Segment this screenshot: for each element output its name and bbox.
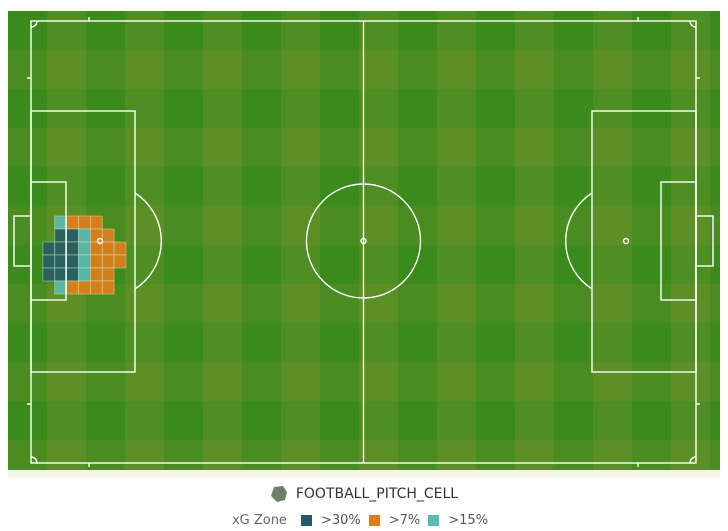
left-penalty-arc (134, 192, 162, 290)
legend-swatch (300, 514, 312, 526)
legend: xG Zone >30% >7% >15% (0, 511, 728, 529)
xg-cell[interactable] (78, 241, 91, 256)
left-penalty-spot (96, 237, 104, 245)
xg-cell[interactable] (54, 241, 68, 256)
left-goal (13, 215, 32, 267)
xg-cell[interactable] (66, 254, 79, 269)
xg-cell[interactable] (78, 228, 91, 243)
corner-arc-bottom-right (689, 456, 697, 464)
right-goal (695, 215, 714, 267)
xg-cell[interactable] (89, 215, 103, 230)
xg-cell[interactable] (78, 280, 91, 295)
xg-cell[interactable] (101, 280, 115, 295)
grass-stripe-vertical (125, 11, 164, 470)
right-penalty-arc (565, 192, 593, 290)
grass-stripe-vertical (515, 11, 554, 470)
xg-cell[interactable] (66, 280, 79, 295)
corner-arc-bottom-left (30, 456, 38, 464)
xg-cell[interactable] (54, 254, 68, 269)
xg-cell[interactable] (101, 241, 115, 256)
chart-title-row: FOOTBALL_PITCH_CELL (0, 484, 728, 504)
pitch-shape-icon (270, 486, 287, 502)
legend-label: >7% (388, 512, 421, 528)
xg-cells (42, 215, 127, 295)
centre-circle (305, 183, 422, 299)
xg-cell[interactable] (89, 228, 103, 243)
xg-cell[interactable] (78, 254, 91, 269)
centre-spot (360, 237, 367, 245)
xg-cell[interactable] (78, 267, 91, 282)
legend-label: >30% (320, 512, 361, 528)
right-penalty-spot (622, 237, 630, 245)
xg-cell[interactable] (113, 254, 127, 269)
chart-title: FOOTBALL_PITCH_CELL (295, 486, 459, 502)
xg-cell[interactable] (66, 241, 79, 256)
xg-cell[interactable] (54, 280, 68, 295)
xg-cell[interactable] (66, 215, 79, 230)
legend-entry[interactable]: >30% (300, 512, 361, 528)
grass-stripe-vertical (593, 11, 632, 470)
corner-arc-top-left (30, 20, 38, 28)
grass-stripe-vertical (281, 11, 320, 470)
grass-stripe-vertical (437, 11, 476, 470)
xg-cell[interactable] (66, 267, 79, 282)
grass-stripe-vertical (671, 11, 710, 470)
xg-cell[interactable] (101, 228, 115, 243)
xg-cell[interactable] (89, 280, 103, 295)
legend-entry[interactable]: >15% (428, 513, 488, 528)
xg-cell[interactable] (101, 267, 115, 282)
xg-cell[interactable] (42, 267, 56, 282)
legend-entry[interactable]: >7% (368, 512, 421, 528)
xg-cell[interactable] (54, 215, 68, 230)
xg-cell[interactable] (42, 241, 56, 256)
xg-cell[interactable] (42, 254, 56, 269)
legend-swatch (368, 514, 380, 526)
xg-cell[interactable] (101, 254, 115, 269)
corner-arc-top-right (689, 20, 697, 28)
legend-label: >15% (448, 512, 489, 528)
legend-title: xG Zone (231, 512, 287, 528)
xg-cell[interactable] (89, 254, 103, 269)
xg-cell[interactable] (54, 267, 68, 282)
legend-swatch (428, 514, 440, 526)
football-pitch-heatmap (8, 11, 720, 478)
xg-cell[interactable] (54, 228, 68, 243)
xg-cell[interactable] (66, 228, 79, 243)
xg-cell[interactable] (113, 241, 127, 256)
pitch-markings (13, 17, 714, 467)
grass-stripe-vertical (203, 11, 242, 470)
xg-cell[interactable] (78, 215, 91, 230)
xg-cell[interactable] (89, 267, 103, 282)
